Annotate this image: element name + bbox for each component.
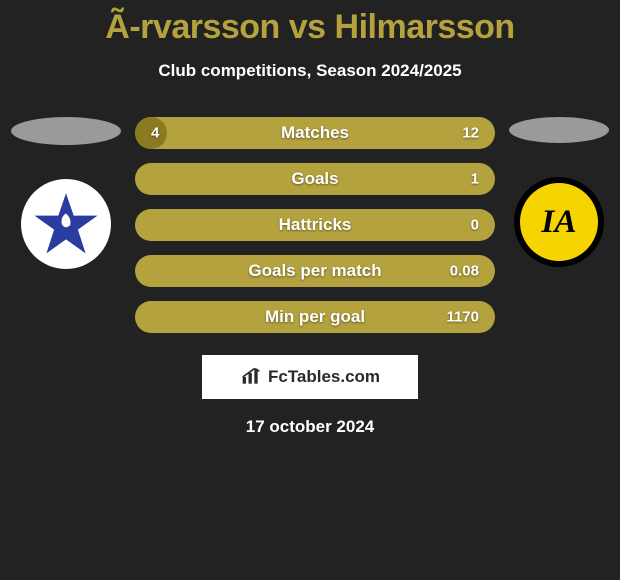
stat-right-value: 1170 xyxy=(446,309,479,326)
svg-text:IA: IA xyxy=(540,203,576,240)
stat-bar-hattricks: Hattricks 0 xyxy=(135,209,495,241)
stat-bar-matches: 4 Matches 12 xyxy=(135,117,495,149)
brand-box[interactable]: FcTables.com xyxy=(202,355,418,399)
stat-bar-goals: Goals 1 xyxy=(135,163,495,195)
club-crest-right: IA xyxy=(514,177,604,267)
club-crest-left xyxy=(21,179,111,269)
page-subtitle: Club competitions, Season 2024/2025 xyxy=(0,61,620,81)
stat-label: Min per goal xyxy=(265,307,365,327)
ia-monogram-icon: IA xyxy=(527,190,591,254)
stat-right-value: 1 xyxy=(471,171,479,188)
right-player-col: IA xyxy=(509,117,609,267)
stat-right-value: 0 xyxy=(471,217,479,234)
stat-right-value: 0.08 xyxy=(450,263,479,280)
bar-chart-icon xyxy=(240,367,262,387)
stats-column: 4 Matches 12 Goals 1 Hattricks 0 Goals p… xyxy=(135,117,495,333)
stat-label: Hattricks xyxy=(279,215,352,235)
star-icon xyxy=(31,189,101,259)
stat-label: Goals xyxy=(291,169,338,189)
player-photo-placeholder-left xyxy=(11,117,121,145)
stat-bar-goals-per-match: Goals per match 0.08 xyxy=(135,255,495,287)
page-title: Ã-rvarsson vs Hilmarsson xyxy=(0,8,620,47)
comparison-card: Ã-rvarsson vs Hilmarsson Club competitio… xyxy=(0,0,620,437)
left-player-col xyxy=(11,117,121,269)
player-photo-placeholder-right xyxy=(509,117,609,143)
stat-right-value: 12 xyxy=(462,125,479,142)
brand-text: FcTables.com xyxy=(268,367,380,387)
stat-bar-min-per-goal: Min per goal 1170 xyxy=(135,301,495,333)
stat-label: Goals per match xyxy=(248,261,381,281)
date-line: 17 october 2024 xyxy=(0,417,620,437)
stat-left-value: 4 xyxy=(151,125,159,142)
stat-label: Matches xyxy=(281,123,349,143)
main-row: 4 Matches 12 Goals 1 Hattricks 0 Goals p… xyxy=(0,117,620,333)
